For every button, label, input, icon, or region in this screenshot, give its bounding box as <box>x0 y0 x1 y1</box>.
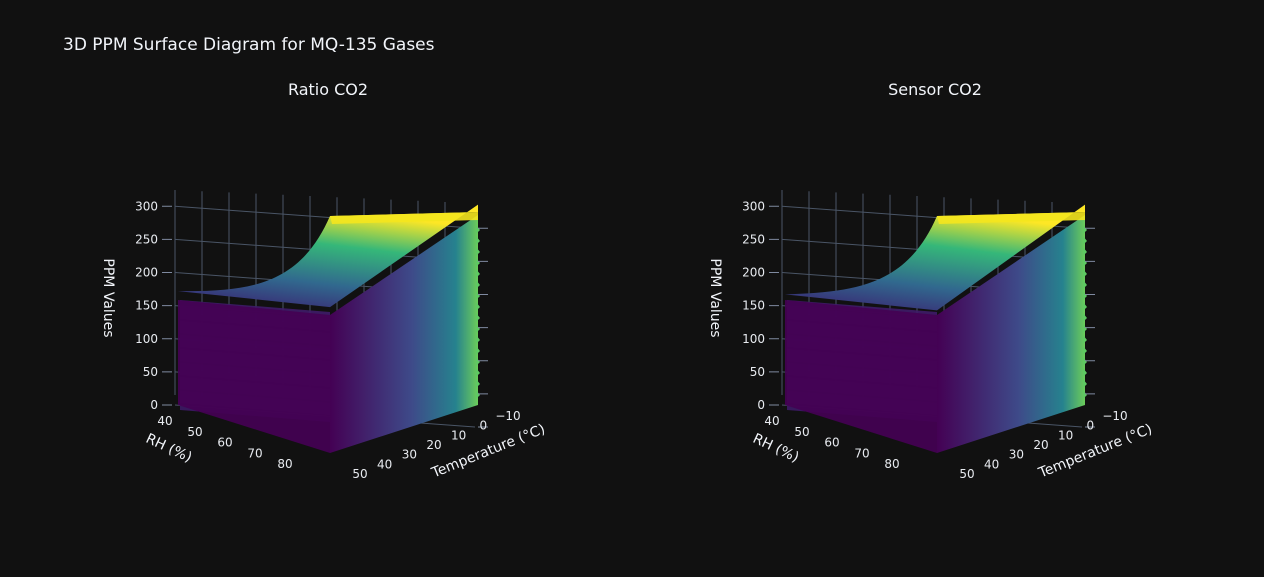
z-tick-label: 0 <box>150 398 158 412</box>
surface-edge-teeth <box>476 225 480 399</box>
surface-top <box>785 204 1085 311</box>
surface-edge-teeth <box>1083 225 1087 399</box>
surface-front-face <box>785 300 937 453</box>
y-tick-label: 50 <box>187 425 202 439</box>
y-tick-label: 70 <box>854 446 869 460</box>
x-axis-title: Temperature (°C) <box>1036 421 1155 481</box>
figure-title: 3D PPM Surface Diagram for MQ-135 Gases <box>63 35 435 55</box>
x-tick-label: 10 <box>451 428 466 442</box>
y-tick-label: 80 <box>277 457 292 471</box>
surface-right-face <box>937 215 1085 453</box>
z-tick-label: 200 <box>742 266 765 280</box>
x-tick-label: 30 <box>1009 448 1024 462</box>
x-tick-label: 0 <box>480 419 488 433</box>
z-tick-label: 250 <box>742 232 765 246</box>
z-tick-label: 100 <box>135 332 158 346</box>
z-axis: 0 50 100 150 200 250 300 PPM Values <box>707 199 1095 428</box>
y-tick-label: 40 <box>764 414 779 428</box>
x-tick-label: 20 <box>1033 438 1048 452</box>
x-tick-label: 20 <box>426 438 441 452</box>
y-tick-label: 40 <box>157 414 172 428</box>
subplot-title: Ratio CO2 <box>288 80 368 99</box>
surface-ridge <box>937 212 1085 224</box>
subplot-title: Sensor CO2 <box>888 80 982 99</box>
z-tick-label: 50 <box>143 365 158 379</box>
z-tick-label: 250 <box>135 232 158 246</box>
x-tick-label: −10 <box>495 409 520 423</box>
y-tick-label: 70 <box>247 446 262 460</box>
y-tick-label: 60 <box>824 436 839 450</box>
surface-top <box>178 204 478 308</box>
x-tick-label: 10 <box>1058 428 1073 442</box>
z-axis-title: PPM Values <box>707 258 723 337</box>
y-tick-label: 50 <box>794 425 809 439</box>
z-tick-label: 0 <box>757 398 765 412</box>
surface-ridge <box>330 212 478 224</box>
x-tick-label: 0 <box>1087 419 1095 433</box>
y-tick-label: 60 <box>217 436 232 450</box>
y-tick-label: 80 <box>884 457 899 471</box>
z-tick-label: 50 <box>750 365 765 379</box>
z-tick-label: 300 <box>742 199 765 213</box>
x-tick-label: −10 <box>1102 409 1127 423</box>
surface-right-face <box>330 215 478 453</box>
z-tick-label: 200 <box>135 266 158 280</box>
x-axis-title: Temperature (°C) <box>429 421 548 481</box>
z-tick-label: 150 <box>135 299 158 313</box>
z-tick-label: 100 <box>742 332 765 346</box>
x-tick-label: 40 <box>377 457 392 471</box>
z-tick-label: 150 <box>742 299 765 313</box>
x-tick-label: 40 <box>984 457 999 471</box>
z-axis-title: PPM Values <box>100 258 116 337</box>
z-axis: 0 50 100 150 200 250 300 PPM Values <box>100 199 488 428</box>
x-tick-label: 30 <box>402 448 417 462</box>
x-tick-label: 50 <box>959 467 974 481</box>
z-tick-label: 300 <box>135 199 158 213</box>
surface-front-face <box>178 300 330 453</box>
x-tick-label: 50 <box>352 467 367 481</box>
